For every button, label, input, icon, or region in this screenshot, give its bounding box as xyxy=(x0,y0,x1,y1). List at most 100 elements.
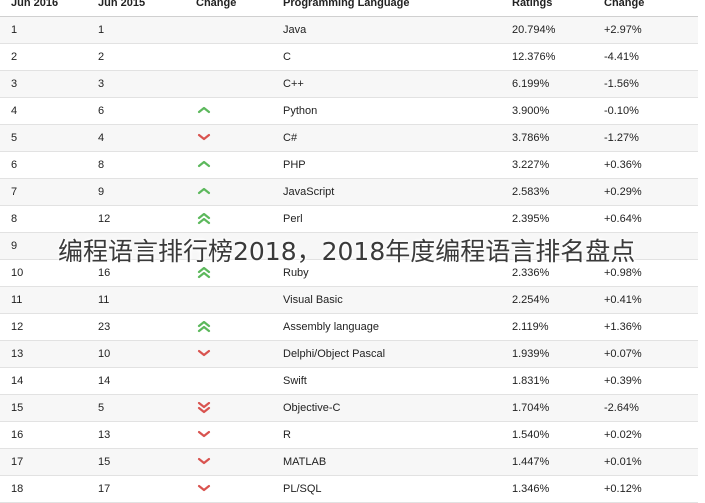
rating-cell: 6.199% xyxy=(512,70,604,98)
change-cell: +0.36% xyxy=(604,151,698,179)
language-cell: Swift xyxy=(283,367,512,395)
change-cell: -1.56% xyxy=(604,70,698,98)
header-jun-2015: Jun 2015 xyxy=(98,0,196,17)
change-cell: +0.12% xyxy=(604,475,698,503)
double-arrow-up-icon xyxy=(197,213,211,225)
table-row: 10 16 Ruby 2.336% +0.98% xyxy=(0,259,698,287)
rank-2015-cell: 3 xyxy=(98,70,196,98)
rating-cell: 2.395% xyxy=(512,205,604,233)
rating-cell: 3.900% xyxy=(512,97,604,125)
arrow-down-icon xyxy=(197,456,211,468)
change-cell: +0.29% xyxy=(604,178,698,206)
rank-2015-cell: 15 xyxy=(98,448,196,476)
language-cell: Objective-C xyxy=(283,394,512,422)
rank-2015-cell xyxy=(98,232,196,260)
table-row: 3 3 C++ 6.199% -1.56% xyxy=(0,70,698,98)
language-cell: C xyxy=(283,43,512,71)
double-arrow-up-icon xyxy=(197,267,211,279)
rank-2016-cell: 5 xyxy=(0,124,98,152)
rating-cell: 1.447% xyxy=(512,448,604,476)
table-row: 1 1 Java 20.794% +2.97% xyxy=(0,16,698,44)
trend-cell xyxy=(196,394,283,422)
change-cell: -1.27% xyxy=(604,124,698,152)
rank-2016-cell: 6 xyxy=(0,151,98,179)
change-cell: +0.07% xyxy=(604,340,698,368)
rank-2016-cell: 1 xyxy=(0,16,98,44)
arrow-down-icon xyxy=(197,483,211,495)
rank-2015-cell: 10 xyxy=(98,340,196,368)
trend-cell xyxy=(196,313,283,341)
rank-2016-cell: 9 xyxy=(0,232,98,260)
rating-cell: 2.336% xyxy=(512,259,604,287)
rating-cell: 3.227% xyxy=(512,151,604,179)
rank-2015-cell: 4 xyxy=(98,124,196,152)
trend-cell xyxy=(196,286,283,314)
overlay-caption: 编程语言排行榜2018，2018年度编程语言排名盘点 xyxy=(58,237,636,266)
table-row: 18 17 PL/SQL 1.346% +0.12% xyxy=(0,475,698,503)
rank-2016-cell: 3 xyxy=(0,70,98,98)
rating-cell: 1.540% xyxy=(512,421,604,449)
language-cell xyxy=(283,232,512,260)
language-cell: PL/SQL xyxy=(283,475,512,503)
change-cell: +1.36% xyxy=(604,313,698,341)
trend-cell xyxy=(196,124,283,152)
rank-2015-cell: 23 xyxy=(98,313,196,341)
trend-cell xyxy=(196,205,283,233)
header-change-rating: Change xyxy=(604,0,698,17)
rating-cell: 20.794% xyxy=(512,16,604,44)
table-row: 15 5 Objective-C 1.704% -2.64% xyxy=(0,394,698,422)
table-row: 2 2 C 12.376% -4.41% xyxy=(0,43,698,71)
arrow-down-icon xyxy=(197,348,211,360)
rating-cell: 2.583% xyxy=(512,178,604,206)
trend-cell xyxy=(196,475,283,503)
table-row: 8 12 Perl 2.395% +0.64% xyxy=(0,205,698,233)
header-change-rank: Change xyxy=(196,0,283,17)
change-cell: +0.64% xyxy=(604,205,698,233)
change-cell: -2.64% xyxy=(604,394,698,422)
rank-2016-cell: 15 xyxy=(0,394,98,422)
rank-2016-cell: 4 xyxy=(0,97,98,125)
table-row: 11 11 Visual Basic 2.254% +0.41% xyxy=(0,286,698,314)
rank-2015-cell: 8 xyxy=(98,151,196,179)
header-jun-2016: Jun 2016 xyxy=(0,0,98,17)
header-ratings: Ratings xyxy=(512,0,604,17)
rank-2015-cell: 2 xyxy=(98,43,196,71)
double-arrow-down-icon xyxy=(197,402,211,414)
change-cell: +0.01% xyxy=(604,448,698,476)
rank-2016-cell: 13 xyxy=(0,340,98,368)
trend-cell xyxy=(196,70,283,98)
rank-2016-cell: 12 xyxy=(0,313,98,341)
table-row: 9 xyxy=(0,232,698,260)
double-arrow-up-icon xyxy=(197,321,211,333)
change-cell: +2.97% xyxy=(604,16,698,44)
trend-cell xyxy=(196,340,283,368)
language-cell: Perl xyxy=(283,205,512,233)
change-cell: +0.98% xyxy=(604,259,698,287)
rating-cell: 2.254% xyxy=(512,286,604,314)
rank-2015-cell: 17 xyxy=(98,475,196,503)
rating-cell: 1.346% xyxy=(512,475,604,503)
rank-2016-cell: 2 xyxy=(0,43,98,71)
change-cell: -0.10% xyxy=(604,97,698,125)
rank-2015-cell: 13 xyxy=(98,421,196,449)
arrow-up-icon xyxy=(197,159,211,171)
header-row: Jun 2016 Jun 2015 Change Programming Lan… xyxy=(0,0,698,17)
language-cell: R xyxy=(283,421,512,449)
table-row: 7 9 JavaScript 2.583% +0.29% xyxy=(0,178,698,206)
table-row: 16 13 R 1.540% +0.02% xyxy=(0,421,698,449)
rating-cell: 1.704% xyxy=(512,394,604,422)
rating-cell: 12.376% xyxy=(512,43,604,71)
trend-cell xyxy=(196,151,283,179)
language-cell: Delphi/Object Pascal xyxy=(283,340,512,368)
rank-2015-cell: 11 xyxy=(98,286,196,314)
rank-2015-cell: 1 xyxy=(98,16,196,44)
rank-2016-cell: 16 xyxy=(0,421,98,449)
language-cell: Visual Basic xyxy=(283,286,512,314)
rank-2016-cell: 8 xyxy=(0,205,98,233)
rank-2016-cell: 14 xyxy=(0,367,98,395)
trend-cell xyxy=(196,16,283,44)
table-row: 6 8 PHP 3.227% +0.36% xyxy=(0,151,698,179)
change-cell xyxy=(604,232,698,260)
rank-2016-cell: 7 xyxy=(0,178,98,206)
